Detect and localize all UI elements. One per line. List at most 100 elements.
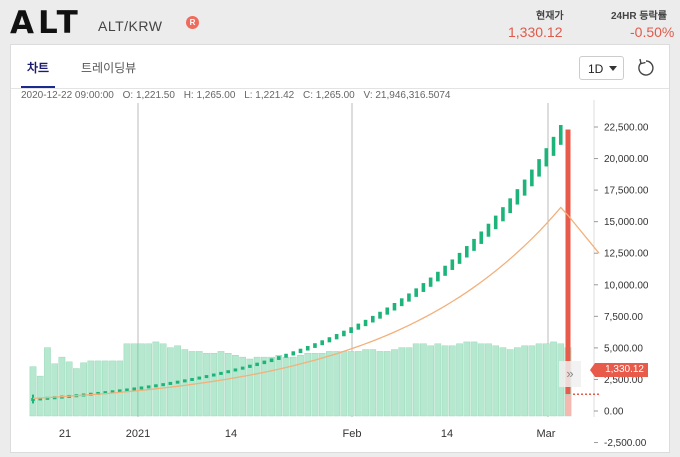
volume-bar (101, 360, 109, 417)
volume-bar (369, 349, 377, 417)
y-tick-label: 20,000.00 (604, 154, 649, 165)
interval-select[interactable]: 1D (579, 56, 624, 80)
candle (363, 319, 368, 327)
volume-bar (87, 360, 95, 417)
candle (226, 370, 231, 374)
candle (342, 330, 346, 337)
volume-bar (347, 351, 355, 417)
moving-average-line (32, 206, 600, 400)
volume-bar (427, 345, 434, 417)
volume-bar (152, 341, 160, 417)
candle (161, 383, 165, 387)
volume-bar (65, 361, 73, 417)
volume-bar (535, 343, 543, 417)
volume-bar (29, 366, 37, 417)
candle (38, 397, 43, 401)
volume-bar (232, 355, 239, 417)
candle (537, 159, 541, 177)
candle (291, 351, 296, 356)
ohlc-high: H: 1,265.00 (183, 90, 236, 101)
candle (139, 386, 144, 390)
volume-bar (528, 345, 536, 417)
candle (219, 371, 223, 375)
y-tick-label: 15,000.00 (604, 217, 649, 228)
volume-bar (51, 363, 59, 417)
volume-bar (463, 341, 471, 417)
candle (515, 189, 520, 205)
candle (125, 388, 129, 392)
volume-bar (318, 353, 326, 417)
volume-bar (116, 360, 124, 417)
volume-bar (311, 353, 319, 417)
candle (530, 169, 534, 187)
candle (154, 384, 158, 388)
volume-bar (355, 351, 362, 417)
volume-bar (333, 351, 340, 417)
y-tick-label: 5,000.00 (604, 343, 643, 354)
candle (146, 385, 151, 389)
y-tick-label: 7,500.00 (604, 312, 643, 323)
tab-tradingview[interactable]: 트레이딩뷰 (81, 61, 137, 75)
volume-bar (239, 356, 246, 417)
y-tick-label: 2,500.00 (604, 375, 643, 386)
candle (544, 148, 549, 167)
refresh-icon[interactable] (635, 57, 657, 79)
volume-bar (275, 355, 283, 417)
volume-bar (123, 343, 131, 417)
candle (233, 368, 238, 372)
volume-bar (391, 349, 398, 417)
candle (378, 311, 382, 319)
price-chart[interactable]: 22,500.00 20,000.00 17,500.00 15,000.00 12,5… (11, 45, 671, 454)
candle (96, 391, 100, 395)
volume-bar (383, 351, 391, 417)
volume-bar (398, 347, 406, 417)
trading-pair: ALT/KRW (98, 18, 163, 34)
interval-value: 1D (588, 62, 604, 76)
volume-bar (456, 343, 463, 417)
candle (464, 246, 469, 258)
candle (349, 327, 353, 334)
current-price-label: 현재가 (536, 11, 564, 22)
x-tick-label: 14 (441, 428, 453, 440)
y-tick-label: 12,500.00 (604, 249, 649, 260)
volume-bar (340, 351, 348, 417)
volume-bar (167, 347, 174, 417)
volume-bar (109, 360, 116, 417)
volume-bar (326, 351, 333, 417)
chart-panel: 차트 트레이딩뷰 1D 2020-12-22 09:00:00 O: 1,221… (10, 44, 670, 453)
candle (183, 379, 187, 383)
candle (305, 346, 310, 351)
volume-bar (441, 345, 449, 417)
x-tick-label: 14 (225, 428, 237, 440)
candle (313, 343, 317, 348)
candle (399, 298, 404, 307)
volume-bar (449, 345, 456, 417)
scroll-to-latest-button[interactable]: » (559, 361, 581, 387)
volume-bar (210, 353, 218, 417)
header: ALT ALT/KRW R 현재가 1,330.12 24HR 등락률 -0.5… (0, 0, 680, 44)
candle (392, 302, 397, 311)
candle (356, 323, 361, 330)
volume-bar (420, 343, 427, 417)
volume-bar (282, 356, 290, 417)
tab-chart[interactable]: 차트 (20, 61, 56, 88)
candle (103, 391, 108, 395)
volume-bar (80, 362, 87, 417)
candle (443, 265, 447, 276)
y-tick-label: 22,500.00 (604, 123, 649, 134)
candle (197, 376, 202, 380)
candle (262, 360, 267, 365)
candle (168, 381, 173, 385)
candle (436, 271, 440, 282)
volume-bar (485, 343, 492, 417)
x-tick-label: 2021 (126, 428, 150, 440)
volume-bar (376, 351, 384, 417)
registered-badge-icon: R (186, 16, 199, 29)
candle (508, 198, 512, 214)
candle (117, 389, 122, 393)
candle (240, 366, 245, 370)
volume-bar (268, 356, 275, 417)
volume-bar (506, 349, 514, 417)
ohlc-readout: 2020-12-22 09:00:00 O: 1,221.50 H: 1,265… (21, 90, 456, 101)
caret-down-icon (609, 66, 617, 71)
